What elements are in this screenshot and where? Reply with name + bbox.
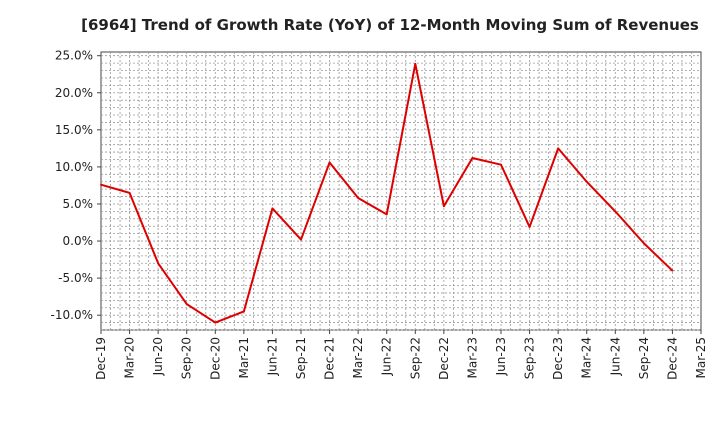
x-tick-label: Sep-23 [523, 337, 537, 379]
x-tick-label: Jun-20 [151, 337, 165, 376]
y-tick-label: 20.0% [55, 86, 93, 100]
data-point [357, 197, 360, 199]
data-point [500, 163, 502, 166]
x-tick-label: Mar-21 [237, 337, 251, 378]
data-point [185, 303, 188, 305]
data-point [100, 183, 102, 186]
data-point [414, 62, 417, 65]
data-point [557, 147, 560, 150]
y-gridlines [101, 55, 701, 331]
x-tick-label: Mar-24 [580, 337, 594, 378]
data-point [385, 213, 388, 216]
x-tick-label: Dec-22 [437, 337, 451, 380]
y-tick-label: -10.0% [51, 308, 93, 322]
y-tick-label: 10.0% [55, 160, 93, 174]
x-tick-label: Mar-23 [465, 337, 479, 378]
data-point [328, 161, 331, 164]
data-point [442, 205, 445, 208]
data-point [300, 238, 302, 241]
x-tick-label: Jun-23 [494, 337, 508, 376]
y-tick-label: 5.0% [63, 197, 94, 211]
data-point [642, 242, 645, 245]
x-tick-label: Dec-23 [551, 337, 565, 380]
y-tick-label: 15.0% [55, 123, 93, 137]
data-point [471, 157, 474, 159]
data-point [528, 226, 531, 228]
x-axis: Dec-19 Mar-20 Jun-20 Sep-20 Dec-20 Mar-21 Jun-… [94, 330, 708, 380]
data-point [614, 210, 617, 213]
x-tick-label: Jun-24 [608, 337, 622, 376]
x-tick-label: Sep-20 [180, 337, 194, 379]
x-tick-label: Jun-22 [380, 337, 394, 376]
series-layer [100, 62, 674, 324]
x-tick-label: Sep-21 [294, 337, 308, 379]
y-tick-label: -5.0% [58, 271, 93, 285]
data-point [271, 207, 274, 210]
y-axis: 25.0% 20.0% 15.0% 10.0% 5.0% 0.0% -5.0% -10.0% [51, 49, 101, 322]
data-point [585, 180, 588, 183]
y-tick-label: 0.0% [63, 234, 94, 248]
x-tick-label: Dec-21 [323, 337, 337, 380]
x-tick-label: Dec-24 [665, 337, 679, 380]
x-tick-label: Mar-22 [351, 337, 365, 378]
x-tick-label: Sep-24 [637, 337, 651, 379]
x-tick-label: Dec-19 [94, 337, 108, 380]
x-tick-label: Dec-20 [208, 337, 222, 380]
chart-title: [6964] Trend of Growth Rate (YoY) of 12-… [81, 16, 699, 34]
x-tick-label: Mar-20 [123, 337, 137, 378]
plot-area [100, 51, 702, 331]
data-point [242, 310, 245, 313]
x-tick-label: Jun-21 [265, 337, 279, 376]
data-point [671, 269, 674, 272]
data-point [214, 321, 217, 324]
data-point [128, 191, 131, 194]
x-tick-label: Sep-22 [408, 337, 422, 379]
x-tick-label: Mar-25 [694, 337, 708, 378]
y-tick-label: 25.0% [55, 49, 93, 63]
data-point [157, 262, 160, 265]
